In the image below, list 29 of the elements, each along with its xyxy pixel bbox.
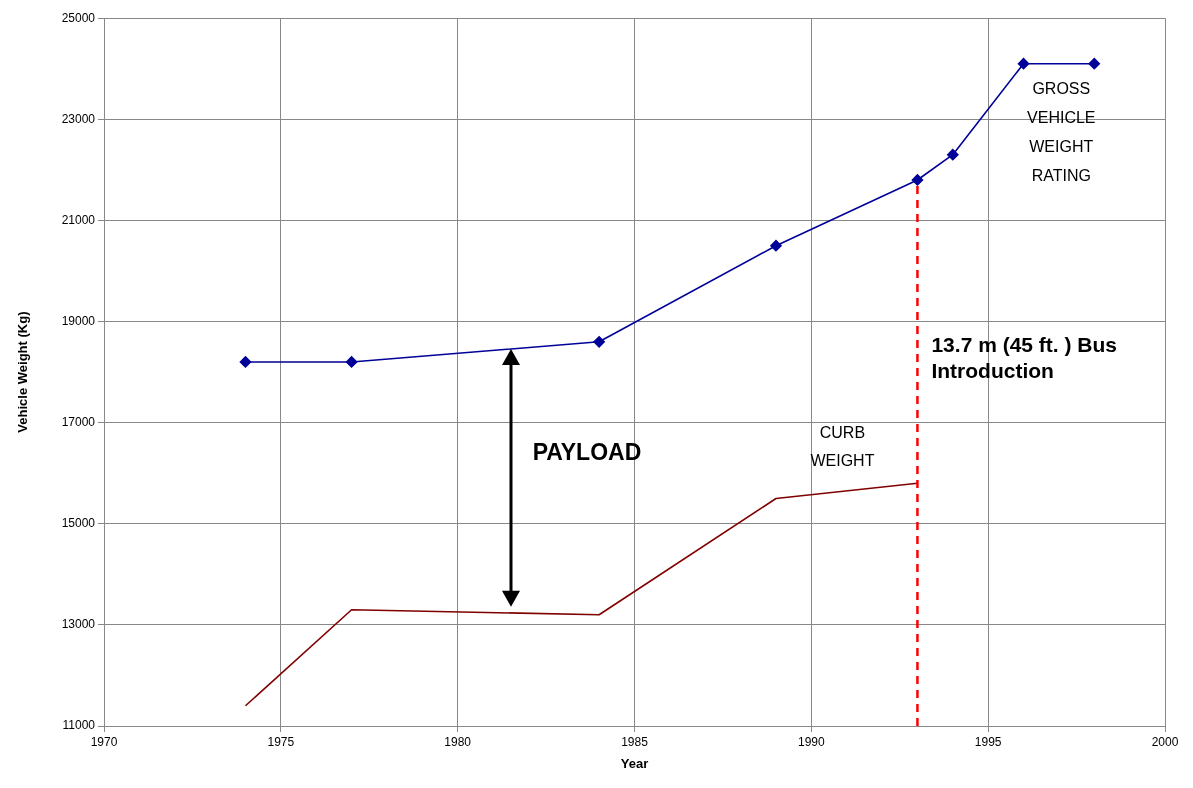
point xyxy=(911,174,924,186)
y-axis-title: Vehicle Weight (Kg) xyxy=(15,311,31,433)
x-tick-label: 1970 xyxy=(90,734,118,749)
ref-line-label: 13.7 m (45 ft. ) Bus Introduction xyxy=(931,332,1117,382)
point xyxy=(1017,57,1030,70)
x-tick-label: 1990 xyxy=(797,734,825,749)
y-tick-label: 23000 xyxy=(61,111,96,126)
point xyxy=(947,148,959,161)
point xyxy=(239,356,252,368)
point xyxy=(1088,57,1101,70)
x-tick-label: 1995 xyxy=(974,734,1002,749)
x-tick-label: 2000 xyxy=(1151,734,1179,749)
annotation: PAYLOAD xyxy=(532,438,642,465)
y-tick-label: 25000 xyxy=(61,10,96,25)
x-axis-title: Year xyxy=(620,755,649,771)
x-tick-label: 1985 xyxy=(621,734,649,749)
y-tick-label: 21000 xyxy=(61,212,96,227)
point xyxy=(770,239,782,252)
y-tick-label: 15000 xyxy=(61,516,96,531)
series-label: GROSS VEHICLE WEIGHT RATING xyxy=(1027,80,1096,185)
x-tick-label: 1975 xyxy=(267,734,295,749)
series-label: CURB WEIGHT xyxy=(810,423,875,469)
point xyxy=(593,335,605,348)
y-tick-label: 11000 xyxy=(62,718,96,733)
y-tick-label: 13000 xyxy=(61,617,96,632)
point xyxy=(345,356,358,368)
x-tick-label: 1980 xyxy=(444,734,472,749)
y-tick-label: 17000 xyxy=(61,414,96,429)
y-tick-label: 19000 xyxy=(61,313,96,328)
